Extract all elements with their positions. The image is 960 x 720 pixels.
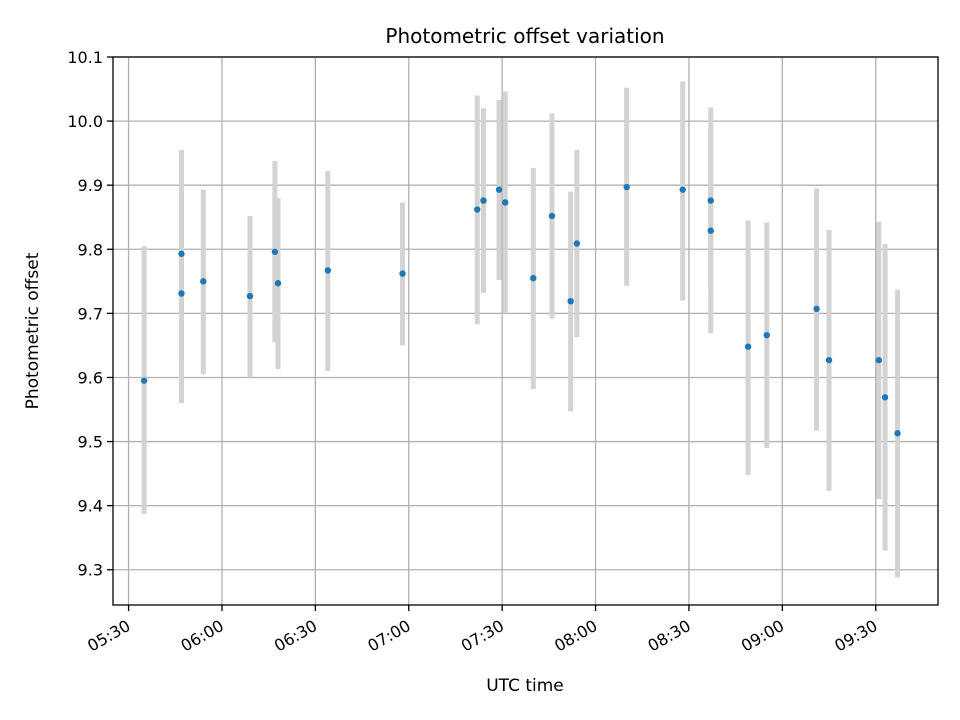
data-point — [623, 183, 630, 191]
y-axis-title: Photometric offset — [23, 252, 43, 409]
data-point — [744, 343, 752, 350]
data-point — [825, 356, 833, 364]
data-points — [140, 183, 901, 437]
data-point — [894, 430, 901, 437]
y-tick-label: 9.8 — [78, 240, 103, 259]
data-point — [707, 197, 714, 204]
data-point — [480, 197, 487, 204]
data-point — [246, 292, 254, 300]
data-point — [875, 356, 883, 364]
y-tick-label: 9.3 — [78, 561, 103, 580]
data-point — [763, 331, 770, 339]
x-axis-title: UTC time — [486, 676, 564, 696]
y-tick-label: 10.0 — [67, 112, 103, 131]
data-point — [271, 248, 279, 256]
y-tick-label: 9.9 — [78, 176, 103, 195]
data-point — [324, 267, 332, 274]
y-tick-label: 9.6 — [78, 368, 103, 387]
y-tick-label: 9.4 — [78, 497, 103, 516]
y-tick-label: 9.7 — [78, 304, 103, 323]
data-point — [707, 227, 714, 234]
data-point — [881, 394, 889, 401]
data-point — [548, 212, 556, 220]
data-point — [502, 199, 509, 206]
data-point — [573, 240, 581, 247]
data-point — [274, 280, 282, 287]
data-point — [679, 186, 686, 193]
data-point — [178, 290, 185, 297]
data-point — [813, 305, 820, 313]
data-point — [140, 377, 148, 384]
y-tick-label: 9.5 — [78, 433, 103, 452]
y-tick-label: 10.1 — [67, 48, 103, 67]
data-point — [200, 278, 207, 285]
data-point — [530, 274, 537, 282]
data-point — [178, 250, 185, 257]
plot-frame — [112, 56, 939, 606]
data-point — [567, 297, 574, 305]
data-point — [474, 206, 481, 213]
grid — [113, 56, 938, 605]
data-point — [399, 270, 406, 277]
chart-title: Photometric offset variation — [385, 24, 664, 48]
data-point — [495, 186, 503, 193]
